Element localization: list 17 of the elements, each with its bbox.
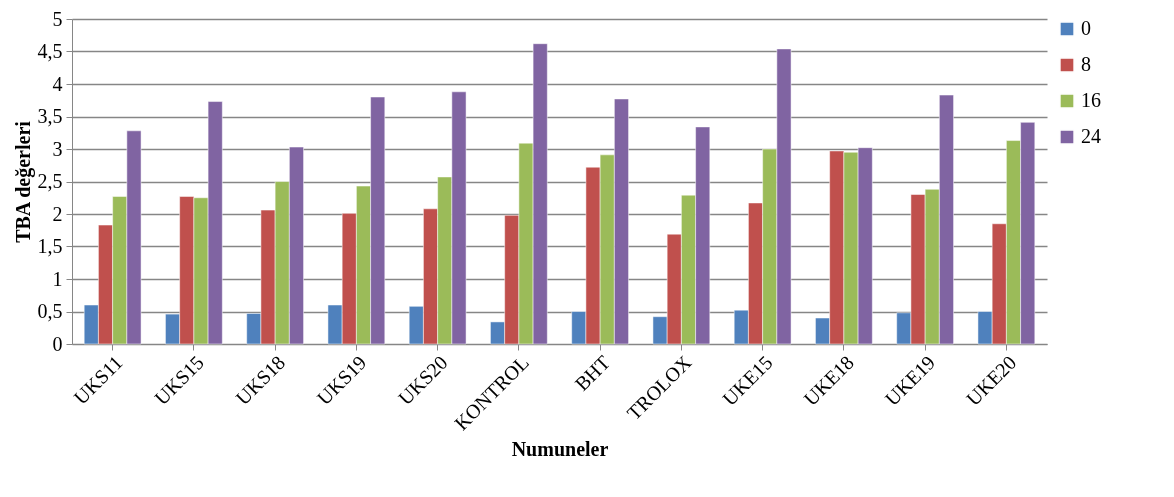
y-tick-label: 0,5 <box>37 300 63 322</box>
y-tick-label: 1,5 <box>37 235 63 257</box>
y-axis-title: TBA değerleri <box>11 120 35 243</box>
legend-label: 8 <box>1081 53 1091 75</box>
y-tick-label: 1 <box>52 267 63 290</box>
y-tick-label: 4,5 <box>37 40 63 62</box>
x-axis-title: Numuneler <box>511 438 609 461</box>
y-tick-label: 3 <box>52 137 63 160</box>
legend-label: 24 <box>1081 125 1101 147</box>
y-tick-label: 4 <box>52 72 63 95</box>
y-tick-label: 0 <box>52 332 63 355</box>
legend-label: 16 <box>1081 89 1101 111</box>
y-tick-label: 3,5 <box>37 105 63 127</box>
legend-label: 0 <box>1081 17 1091 39</box>
y-tick-label: 5 <box>52 7 63 30</box>
y-tick-label: 2,5 <box>37 170 63 192</box>
y-tick-label: 2 <box>52 202 63 225</box>
